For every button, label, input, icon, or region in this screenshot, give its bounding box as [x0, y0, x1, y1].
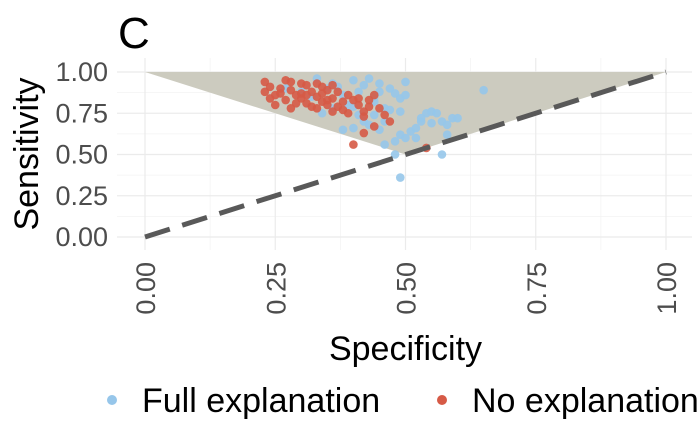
data-point	[385, 117, 395, 126]
legend-label: No explanation	[472, 382, 699, 420]
data-point	[401, 77, 410, 87]
data-point	[437, 150, 447, 159]
legend-key	[107, 395, 117, 405]
data-point	[427, 118, 436, 128]
data-point	[369, 110, 379, 120]
data-point	[260, 87, 270, 97]
data-point	[385, 84, 395, 93]
data-point	[354, 100, 363, 110]
legend-label: Full explanation	[142, 382, 380, 420]
data-point	[359, 128, 369, 138]
data-point	[349, 75, 358, 85]
data-point	[453, 113, 462, 123]
data-point	[364, 74, 374, 83]
data-point	[442, 120, 452, 130]
data-point	[401, 133, 410, 143]
data-point	[328, 80, 337, 90]
y-tick-label: 0.25	[55, 181, 108, 211]
data-point	[328, 107, 337, 116]
data-point	[312, 104, 322, 113]
x-axis-title: Specificity	[329, 330, 482, 368]
y-axis-title: Sensitivity	[8, 77, 46, 230]
reference-line	[144, 69, 667, 240]
legend-key	[437, 395, 447, 405]
data-point	[442, 130, 452, 139]
x-tick-label: 0.25	[261, 262, 291, 315]
y-tick-label: 0.75	[55, 98, 108, 128]
data-point	[390, 150, 400, 159]
data-point	[286, 104, 296, 113]
data-point	[432, 108, 442, 118]
data-point	[359, 112, 369, 121]
data-point	[395, 173, 405, 182]
data-point	[380, 110, 389, 120]
data-point	[375, 104, 384, 113]
data-point	[276, 84, 285, 93]
data-point	[369, 122, 379, 131]
data-point	[333, 87, 343, 97]
data-point	[380, 140, 389, 149]
data-point	[354, 94, 363, 103]
data-point	[317, 89, 327, 98]
series-2	[260, 75, 431, 153]
data-point	[338, 125, 348, 135]
x-tick-label: 0.75	[522, 262, 552, 315]
data-point	[359, 80, 369, 90]
data-point	[281, 95, 290, 105]
x-tick-label: 1.00	[652, 262, 682, 315]
y-tick-label: 0.00	[55, 222, 108, 252]
x-tick-label: 0.00	[131, 262, 161, 315]
data-point	[349, 123, 358, 133]
data-point	[411, 123, 421, 133]
data-point	[364, 95, 374, 105]
data-point	[479, 85, 488, 95]
data-point	[364, 102, 374, 111]
data-point	[375, 79, 384, 88]
y-tick-label: 1.00	[55, 57, 108, 87]
data-point	[270, 100, 280, 110]
data-point	[338, 97, 348, 106]
data-point	[286, 77, 296, 87]
data-point	[302, 80, 311, 90]
data-point	[349, 140, 358, 149]
data-point	[416, 113, 426, 123]
data-point	[390, 137, 400, 146]
data-point	[323, 95, 332, 105]
x-tick-label: 0.50	[392, 262, 422, 315]
data-point	[354, 87, 363, 97]
data-point	[302, 90, 311, 100]
data-point	[343, 108, 353, 118]
panel-label: C	[118, 9, 150, 58]
data-point	[265, 94, 275, 103]
data-point	[401, 90, 410, 100]
legend: Full explanation No explanation	[107, 382, 699, 420]
data-point	[395, 107, 405, 116]
data-point	[411, 133, 421, 143]
y-tick-label: 0.50	[55, 140, 108, 170]
plot-area: 0.00 0.25 0.50 0.75 1.00 0.00 0.25 0.50 0.75 1.00	[55, 57, 692, 315]
